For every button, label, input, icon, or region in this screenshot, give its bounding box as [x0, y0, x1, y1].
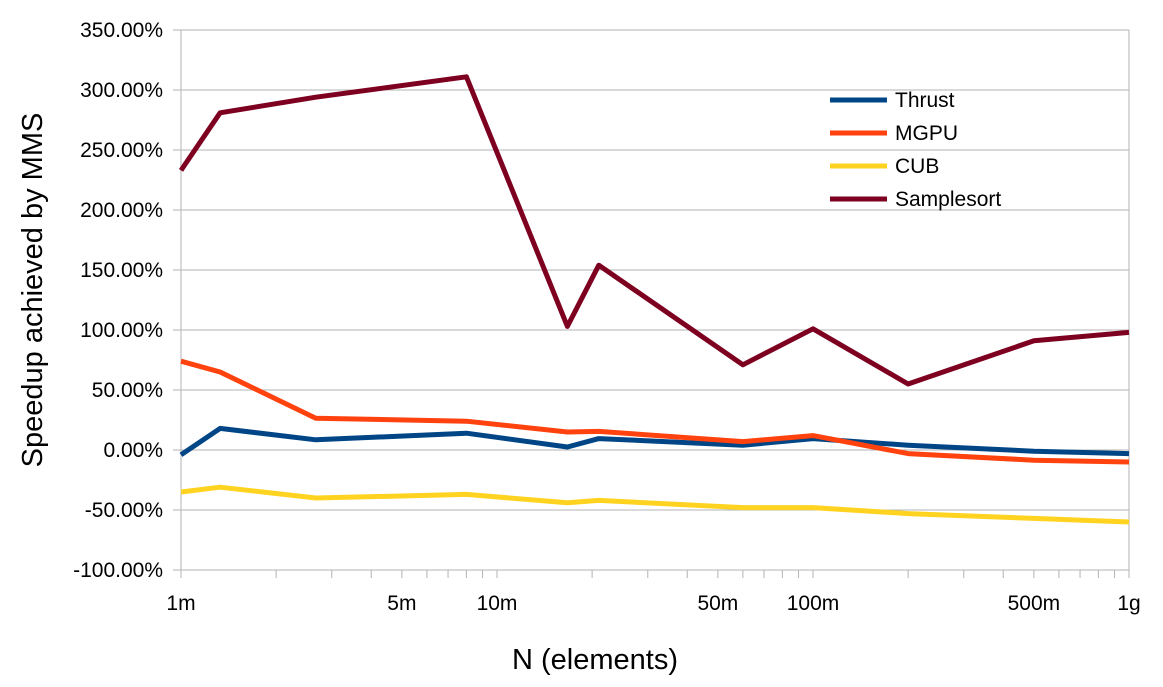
- series-line-samplesort: [178, 74, 1130, 387]
- data-series: [178, 74, 1130, 525]
- y-tick-label: -50.00%: [85, 499, 163, 522]
- legend-label-samplesort: Samplesort: [895, 188, 1001, 211]
- legend-label-mgpu: MGPU: [895, 122, 958, 145]
- y-tick-label: 0.00%: [103, 439, 163, 462]
- x-tick-label: 500m: [1008, 592, 1061, 615]
- series-line-mgpu: [180, 358, 1130, 465]
- y-tick-label: 50.00%: [92, 379, 163, 402]
- legend-label-cub: CUB: [895, 155, 939, 178]
- grid-lines: [181, 29, 1129, 571]
- y-tick-label: 300.00%: [80, 79, 163, 102]
- y-tick-label: 350.00%: [80, 19, 163, 42]
- y-tick-label: 250.00%: [80, 139, 163, 162]
- y-tick-label: 100.00%: [80, 319, 163, 342]
- legend: Thrust MGPU CUB Samplesort: [830, 89, 1001, 211]
- y-tick-label: 150.00%: [80, 259, 163, 282]
- y-tick-label: 200.00%: [80, 199, 163, 222]
- x-tick-label: 50m: [697, 592, 738, 615]
- series-line-cub: [180, 484, 1130, 525]
- axes: -100.00% -50.00% 0.00% 50.00% 100.00% 150.00%…: [73, 19, 1141, 615]
- y-tick-label: -100.00%: [73, 559, 163, 582]
- x-tick-label: 1m: [166, 592, 195, 615]
- x-tick-label: 1g: [1117, 592, 1140, 615]
- y-axis-title: Speedup achieved by MMS: [17, 113, 49, 468]
- x-tick-label: 10m: [477, 592, 518, 615]
- x-tick-label: 5m: [387, 592, 416, 615]
- x-axis-title: N (elements): [512, 644, 678, 676]
- legend-label-thrust: Thrust: [895, 89, 955, 112]
- series-line-thrust: [179, 425, 1130, 457]
- x-tick-label: 100m: [787, 592, 840, 615]
